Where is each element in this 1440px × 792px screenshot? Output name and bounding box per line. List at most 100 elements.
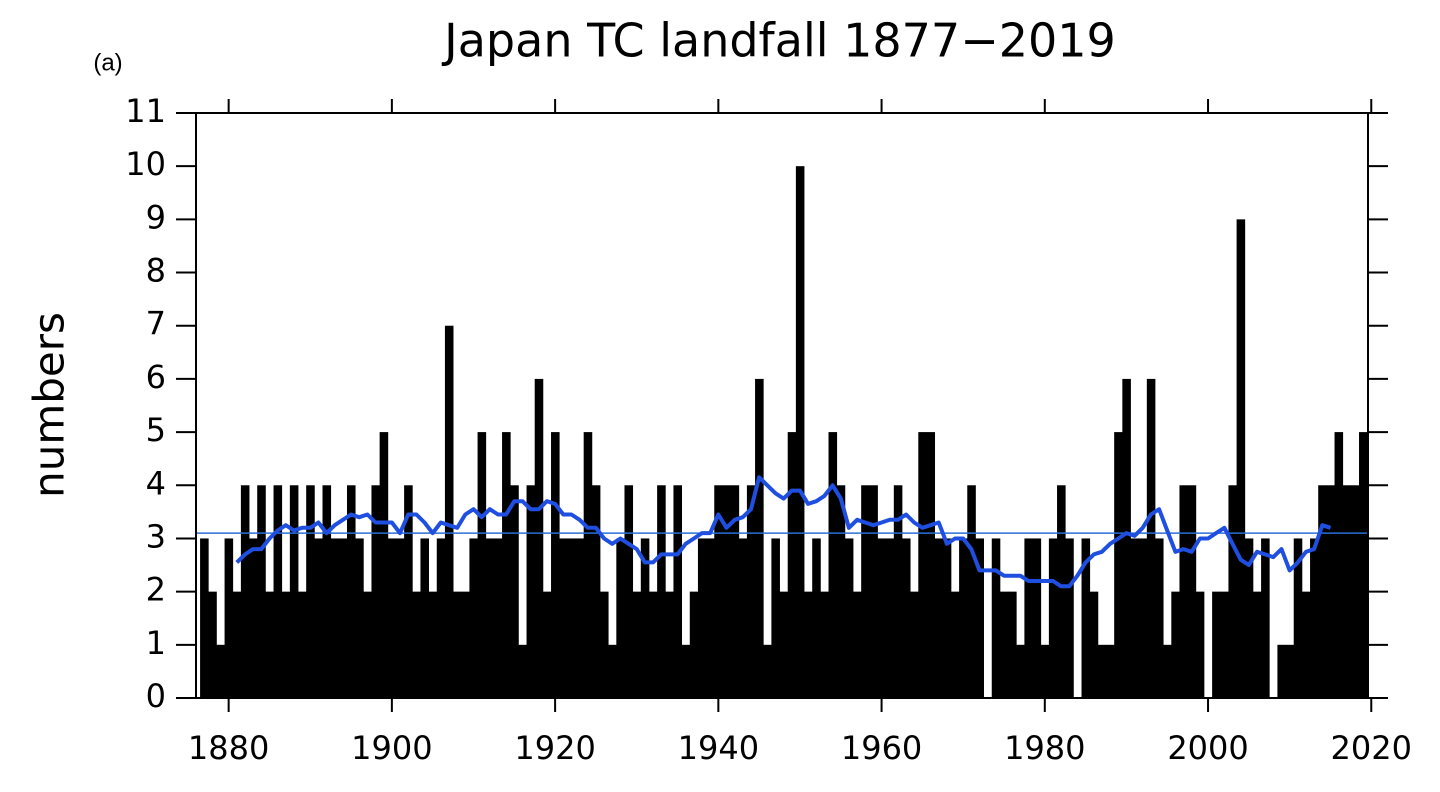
bar [1334,432,1344,698]
bar [1122,378,1131,698]
bar [1114,432,1123,698]
bar [436,538,446,698]
bar [200,538,209,698]
bar [371,485,381,698]
bar [991,538,1001,698]
bar [428,591,438,698]
bar [746,485,756,698]
bar [616,538,625,698]
bar [232,591,242,698]
bar [885,538,895,698]
bar [804,591,813,698]
bar [363,591,372,698]
bar [1032,538,1042,698]
bar [338,538,348,698]
bar [1244,538,1254,698]
bar [240,485,250,698]
bar [1106,644,1115,698]
bar [844,538,854,698]
bar [1342,485,1352,698]
bar [395,538,405,698]
y-tick-label: 8 [146,252,166,290]
bar [404,485,413,698]
bar [1008,591,1017,698]
y-tick-label: 0 [146,677,166,715]
x-tick-label: 1880 [188,729,269,767]
y-tick-label: 5 [146,411,166,449]
bar [355,538,364,698]
y-tick-label: 10 [125,145,166,183]
bar [1089,591,1099,698]
bar [795,166,805,698]
bar [559,538,568,698]
bar [567,538,576,698]
bar [346,485,356,698]
bar [869,485,878,698]
bar [673,485,683,698]
bar [526,485,536,698]
bar [730,485,740,698]
bar [918,432,927,698]
bar [583,432,593,698]
bar [926,432,936,698]
bar [901,538,911,698]
x-tick-label: 1960 [841,729,922,767]
bar [1187,485,1197,698]
bar [249,538,258,698]
bar [1057,485,1066,698]
bar [257,485,266,698]
bar [779,591,789,698]
x-tick-label: 1900 [351,729,432,767]
bar [959,538,968,698]
bar [1359,432,1368,698]
bar [1024,538,1033,698]
bar [1212,591,1221,698]
bar [910,591,919,698]
x-tick-label: 1920 [514,729,595,767]
y-tick-label: 7 [146,305,166,343]
bar [551,432,560,698]
bar [942,538,952,698]
moving-average-line [235,475,1332,589]
bar [420,538,430,698]
bar [1040,644,1050,698]
bar [877,538,887,698]
bar [1293,538,1303,698]
bar [1048,538,1058,698]
y-tick-label: 9 [146,198,166,236]
bar [755,378,764,698]
bar [1016,644,1025,698]
bar [861,485,870,698]
bar [314,538,323,698]
bar [461,591,470,698]
bar [812,538,821,698]
x-tick-label: 2000 [1167,729,1248,767]
bar [1318,485,1327,698]
bar [1310,538,1319,698]
bar [1179,485,1189,698]
bar [1252,591,1262,698]
bar [289,485,299,698]
bar [836,485,846,698]
bar [1138,538,1148,698]
bar [820,591,829,698]
bar [298,591,307,698]
bar [469,538,478,698]
bar [387,538,397,698]
bar [934,538,944,698]
bar [306,485,315,698]
bar [1195,591,1205,698]
bar [999,591,1009,698]
bar [542,591,552,698]
bar [208,591,217,698]
bar [1277,644,1286,698]
bar [281,591,291,698]
bar [493,538,503,698]
bar [853,591,862,698]
bar [1220,591,1229,698]
bar [763,644,772,698]
y-tick-label: 4 [146,464,166,502]
bar [640,538,650,698]
bar [1285,644,1295,698]
